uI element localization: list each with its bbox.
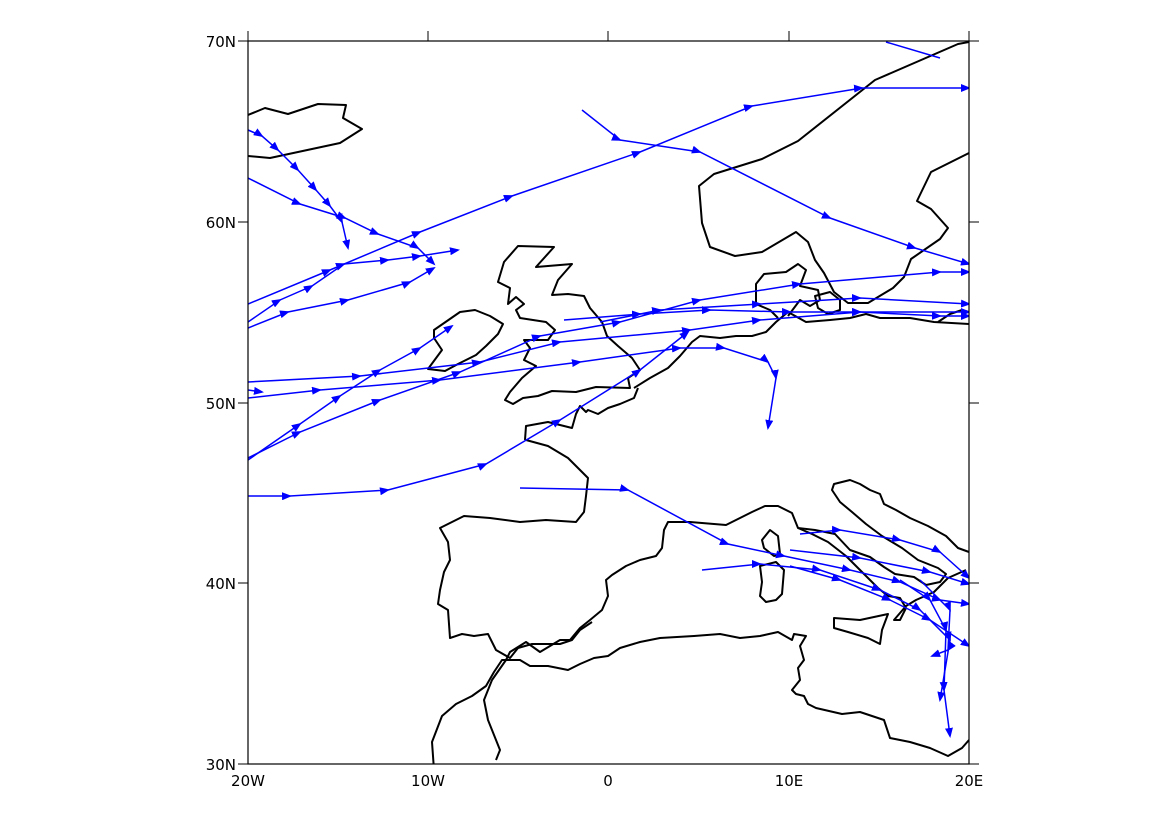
track xyxy=(248,266,436,329)
coastline-sardinia xyxy=(759,561,785,603)
x-tick-label: 10W xyxy=(411,772,445,790)
track xyxy=(519,484,969,607)
track xyxy=(248,84,969,305)
coastline-italy xyxy=(797,527,967,621)
coastline-france xyxy=(633,311,969,389)
y-tick-label: 40N xyxy=(206,575,236,593)
coastline-great-britain xyxy=(497,245,641,405)
coastlines xyxy=(248,41,969,764)
x-tick-label: 20E xyxy=(955,772,984,790)
track xyxy=(248,128,351,250)
coastline-iceland xyxy=(248,103,363,159)
y-tick-label: 50N xyxy=(206,395,236,413)
x-axis-tick-labels: 20W 10W 0 10E 20E xyxy=(231,772,983,790)
y-tick-label: 60N xyxy=(206,214,236,232)
track xyxy=(248,330,690,501)
x-tick-label: 0 xyxy=(603,772,613,790)
track xyxy=(248,386,264,395)
coastline-denmark xyxy=(755,263,821,319)
y-axis-tick-labels: 70N 60N 50N 40N 30N xyxy=(206,33,236,774)
coastline-sicily xyxy=(833,613,889,645)
track xyxy=(248,308,969,383)
track xyxy=(599,294,969,323)
coastline-ireland xyxy=(427,309,504,372)
track xyxy=(919,579,956,657)
coastline-iberia xyxy=(437,439,593,659)
track xyxy=(701,560,952,702)
y-tick-label: 30N xyxy=(206,756,236,774)
storm-tracks xyxy=(248,41,969,738)
track xyxy=(248,324,454,461)
coastline-baltic xyxy=(814,291,841,315)
coastline-north-africa xyxy=(431,631,969,764)
x-tick-label: 20W xyxy=(231,772,265,790)
track xyxy=(885,41,941,59)
track xyxy=(789,549,969,586)
axis-ticks xyxy=(238,31,979,765)
track xyxy=(248,268,969,459)
track xyxy=(581,109,969,266)
coastline-brittany xyxy=(524,387,639,441)
x-tick-label: 10E xyxy=(775,772,804,790)
track xyxy=(248,342,779,430)
y-tick-label: 70N xyxy=(206,33,236,51)
